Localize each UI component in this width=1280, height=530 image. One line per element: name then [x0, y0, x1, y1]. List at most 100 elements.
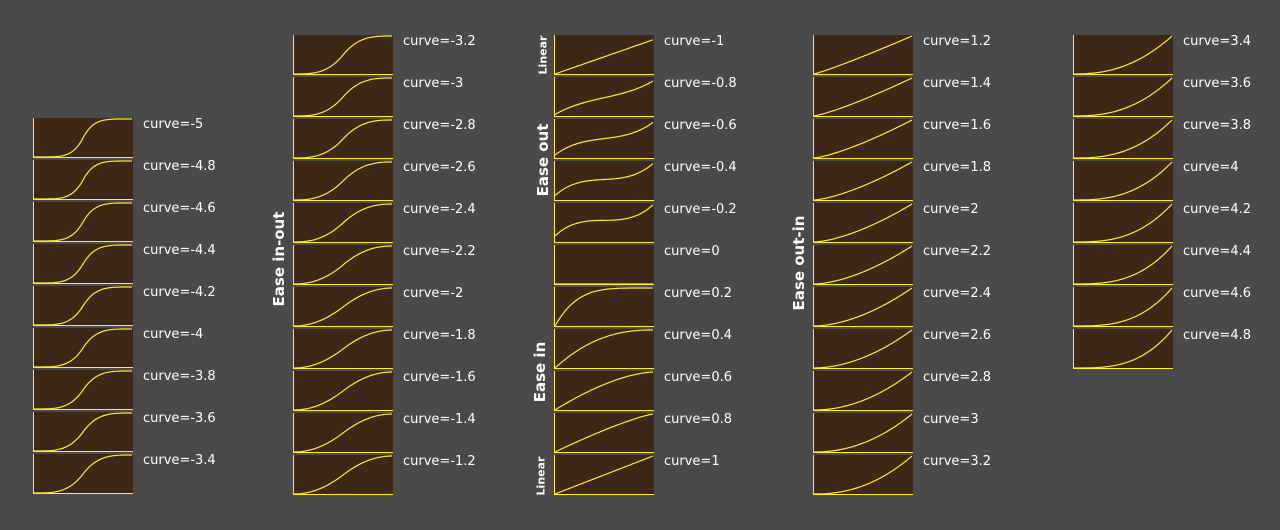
curve-graph — [293, 203, 393, 243]
curve-graph — [554, 371, 654, 411]
curve-axes — [813, 329, 913, 369]
curve-axes — [293, 413, 393, 453]
curve-graph — [1073, 245, 1173, 285]
curve-graph — [813, 329, 913, 369]
curve-graph — [33, 370, 133, 410]
curve-line — [554, 204, 654, 237]
group-label: Ease out-in — [790, 215, 808, 311]
curve-graph — [33, 412, 133, 452]
curve-panel — [554, 203, 654, 243]
curve-graph — [813, 119, 913, 159]
curve-panel — [554, 161, 654, 201]
curve-line — [554, 39, 654, 75]
curve-line — [34, 244, 132, 284]
curve-graph — [813, 413, 913, 453]
curve-line — [1074, 119, 1173, 159]
curve-axes — [293, 245, 393, 285]
curve-line — [1074, 287, 1173, 327]
curve-label: curve=3.4 — [1183, 34, 1251, 49]
curve-panel — [554, 119, 654, 159]
curve-panel — [293, 35, 393, 75]
curve-label: curve=0.2 — [664, 286, 732, 301]
curve-panel — [554, 329, 654, 369]
curve-panel — [554, 455, 654, 495]
curve-graph — [554, 287, 654, 327]
curve-axes — [813, 287, 913, 327]
curve-label: curve=-0.8 — [664, 76, 737, 91]
curve-graph — [554, 35, 654, 75]
curve-line — [814, 371, 913, 411]
curve-panel — [293, 245, 393, 285]
curve-axes — [33, 454, 133, 494]
curve-panel — [813, 119, 913, 159]
curve-graph — [554, 329, 654, 369]
curve-panel — [1073, 245, 1173, 285]
curve-panel — [33, 286, 133, 326]
curve-graph — [813, 287, 913, 327]
group-label: Linear — [536, 35, 550, 75]
curve-graph — [33, 454, 133, 494]
curve-label: curve=3.8 — [1183, 118, 1251, 133]
curve-line — [34, 202, 132, 242]
group-label: Ease out — [534, 123, 552, 197]
curve-label: curve=0 — [664, 244, 720, 259]
curve-label: curve=1 — [664, 454, 720, 469]
curve-line — [294, 203, 392, 243]
curve-label: curve=-2.6 — [403, 160, 476, 175]
curve-graph — [1073, 329, 1173, 369]
curve-label: curve=-0.2 — [664, 202, 737, 217]
curve-axes — [1073, 35, 1173, 75]
curve-graph — [293, 413, 393, 453]
curve-label: curve=-3.8 — [143, 369, 216, 384]
curve-graph — [293, 287, 393, 327]
curve-label: curve=-1.6 — [403, 370, 476, 385]
curve-axes — [33, 370, 133, 410]
curve-axes — [554, 371, 654, 411]
curve-graph — [554, 77, 654, 117]
curve-panel — [293, 329, 393, 369]
curve-line — [34, 454, 132, 494]
curve-panel — [554, 77, 654, 117]
curve-panel — [293, 455, 393, 495]
curve-panel — [813, 329, 913, 369]
curve-graph — [554, 413, 654, 453]
curve-axes — [293, 77, 393, 117]
curve-label: curve=0.4 — [664, 328, 732, 343]
curve-axes — [33, 328, 133, 368]
curve-label: curve=-1 — [664, 34, 725, 49]
curve-graph — [813, 77, 913, 117]
curve-panel — [293, 161, 393, 201]
curve-graph — [293, 371, 393, 411]
curve-graph — [33, 160, 133, 200]
curve-label: curve=3.6 — [1183, 76, 1251, 91]
curve-line — [1074, 245, 1173, 285]
curve-graph — [554, 161, 654, 201]
curve-graph — [33, 244, 133, 284]
curve-panel — [33, 160, 133, 200]
curve-axes — [33, 412, 133, 452]
curve-line — [554, 329, 653, 369]
curve-label: curve=2.4 — [923, 286, 991, 301]
curve-graph — [554, 245, 654, 285]
curve-axes — [1073, 203, 1173, 243]
curve-line — [34, 370, 132, 410]
curve-label: curve=-2 — [403, 286, 464, 301]
curve-label: curve=4.6 — [1183, 286, 1251, 301]
curve-label: curve=2.2 — [923, 244, 991, 259]
group-label: Ease in — [531, 341, 549, 403]
curve-label: curve=-1.2 — [403, 454, 476, 469]
curve-line — [554, 371, 654, 411]
curve-label: curve=-0.4 — [664, 160, 737, 175]
curve-line — [34, 160, 132, 200]
curve-axes — [1073, 245, 1173, 285]
curve-axes — [554, 329, 654, 369]
curve-panel — [293, 287, 393, 327]
curve-label: curve=-0.6 — [664, 118, 737, 133]
curve-graph — [33, 202, 133, 242]
curve-axes — [813, 77, 913, 117]
curve-label: curve=4.8 — [1183, 328, 1251, 343]
curve-panel — [293, 77, 393, 117]
curve-label: curve=3.2 — [923, 454, 991, 469]
curve-line — [34, 328, 132, 368]
curve-line — [294, 245, 392, 285]
